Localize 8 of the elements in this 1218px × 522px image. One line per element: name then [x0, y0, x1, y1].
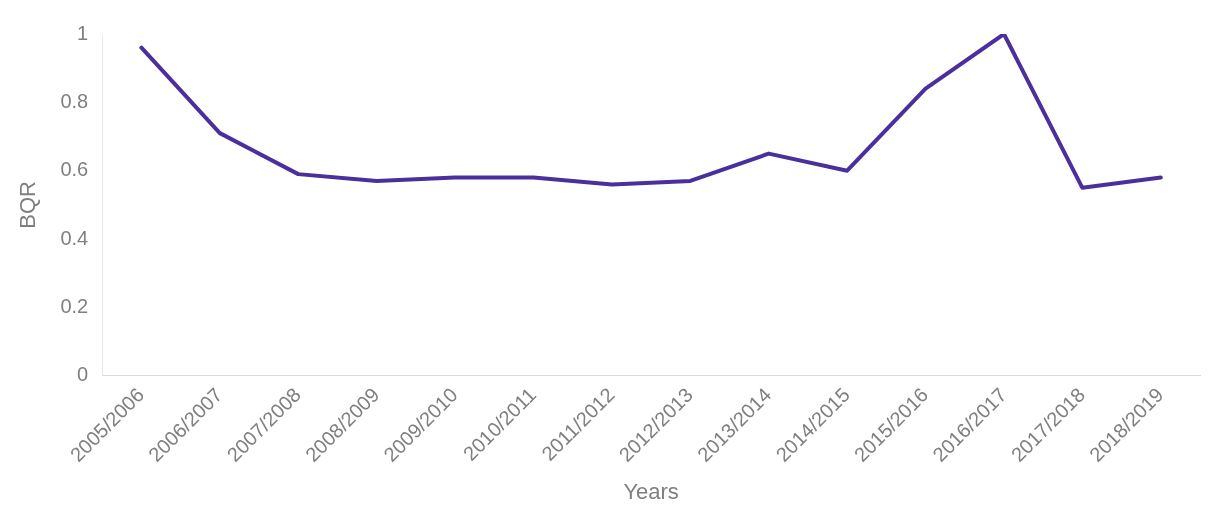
- y-tick-label: 0.6: [60, 158, 89, 181]
- y-tick-label: 0.4: [60, 226, 89, 249]
- y-tick-label: 1: [77, 21, 89, 44]
- y-tick-label: 0: [77, 363, 89, 386]
- y-axis-title: BQR: [15, 181, 41, 229]
- y-tick-label: 0.8: [60, 89, 89, 112]
- y-tick-label: 0.2: [60, 294, 89, 317]
- x-axis-title: Years: [623, 478, 679, 504]
